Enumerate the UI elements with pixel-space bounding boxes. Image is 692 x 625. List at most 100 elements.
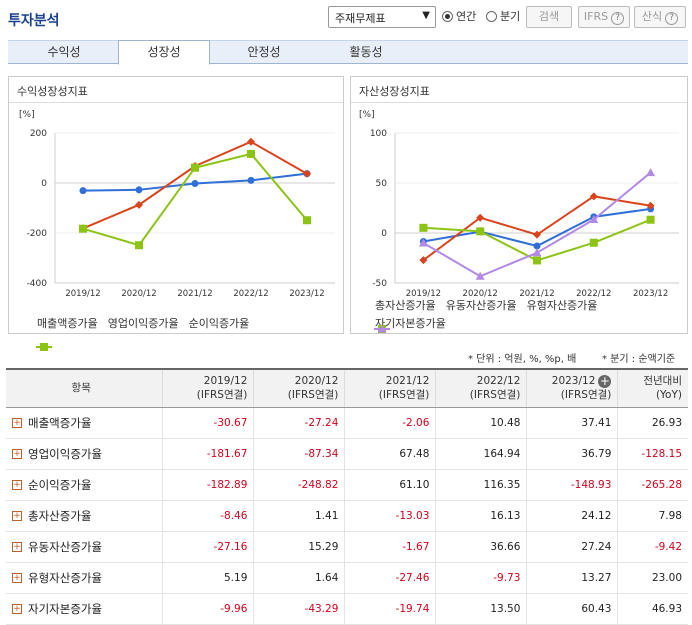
table-row: + 유형자산증가율 5.19 1.64 -27.46 -9.73 13.27 23.00 xyxy=(6,562,688,594)
legend-label: 영업이익증가율 xyxy=(107,317,179,330)
legend-marker xyxy=(377,324,387,333)
tab-profitability[interactable]: 수익성 xyxy=(47,45,81,59)
legend-marker-icon xyxy=(36,343,52,351)
x-tick-label: 2021/12 xyxy=(177,289,212,299)
row-label-cell[interactable]: + 유동자산증가율 xyxy=(6,531,163,563)
legend-label: 매출액증가율 xyxy=(37,317,98,330)
expand-plus-icon[interactable]: + xyxy=(12,418,22,428)
x-tick-label: 2022/12 xyxy=(233,289,268,299)
y-tick-label: -400 xyxy=(27,279,48,289)
legend-item[interactable]: 자기자본증가율 xyxy=(373,315,446,333)
expand-icon[interactable]: + xyxy=(598,373,612,388)
data-point xyxy=(533,256,541,265)
value-cell: 5.19 xyxy=(162,562,254,594)
profit-growth-title: 수익성장성지표 xyxy=(9,77,343,103)
col-basis: (IFRS연결) xyxy=(287,389,339,402)
data-point xyxy=(79,187,87,195)
data-point xyxy=(589,238,598,247)
profit-growth-legend: 매출액증가율 영업이익증가율 순이익증가율 xyxy=(35,315,257,351)
data-point xyxy=(646,168,656,177)
data-point xyxy=(476,227,485,236)
value-cell: -265.28 xyxy=(617,469,688,501)
data-point xyxy=(303,169,311,178)
x-tick-label: 2020/12 xyxy=(121,289,156,299)
row-label-cell[interactable]: + 유형자산증가율 xyxy=(6,562,163,594)
value-cell: 13.27 xyxy=(526,562,618,594)
table-row: + 순이익증가율 -182.89 -248.82 61.10 116.35 -148.93-… xyxy=(6,469,688,501)
expand-plus-icon[interactable]: + xyxy=(12,511,22,521)
table-header-row: 항목 2019/12 (IFRS연결) 2020/12 (IFRS연결) 2021/… xyxy=(6,368,688,408)
value-cell: 37.41 xyxy=(526,407,618,439)
row-label-cell[interactable]: + 순이익증가율 xyxy=(6,469,163,501)
x-tick-label: 2019/12 xyxy=(406,289,441,299)
search-button[interactable]: 검색 xyxy=(526,6,572,28)
expand-plus-icon[interactable]: + xyxy=(12,542,22,552)
header-col: 2021/12 (IFRS연결) xyxy=(344,368,436,408)
value-cell: 7.98 xyxy=(617,500,688,532)
legend-item[interactable]: 순이익증가율 xyxy=(36,315,249,351)
y-unit-label: [%] xyxy=(359,110,375,120)
growth-table: 항목 2019/12 (IFRS연결) 2020/12 (IFRS연결) 2021/… xyxy=(6,368,688,625)
value-cell: 46.93 xyxy=(617,593,688,625)
header-col: 2019/12 (IFRS연결) xyxy=(162,368,254,408)
formula-button[interactable]: 산식? xyxy=(634,6,686,28)
col-year: 2023/12 xyxy=(551,375,596,388)
radio-quarter[interactable]: 분기 xyxy=(486,8,520,24)
radio-annual[interactable]: 연간 xyxy=(442,8,476,24)
tab-growth[interactable]: 성장성 xyxy=(118,40,210,65)
statement-select[interactable]: 주재무제표 ▼ xyxy=(328,6,436,28)
row-label-cell[interactable]: + 매출액증가율 xyxy=(6,407,163,439)
legend-item[interactable]: 유동자산증가율 xyxy=(374,297,517,333)
table-row: + 자기자본증가율 -9.96 -43.29 -19.74 13.50 60.43 46.93 xyxy=(6,593,688,625)
y-tick-label: 0 xyxy=(381,229,387,239)
legend-item[interactable]: 영업이익증가율 xyxy=(36,315,179,351)
expand-plus-icon[interactable]: + xyxy=(12,604,22,614)
table-row: + 유동자산증가율 -27.16 15.29 -1.67 36.66 27.24 -9.42 xyxy=(6,531,688,563)
quarter-note: * 분기 : 순액기준 xyxy=(602,354,676,365)
value-cell: 61.10 xyxy=(344,469,436,501)
row-label: 영업이익증가율 xyxy=(28,446,103,461)
tab-activity[interactable]: 활동성 xyxy=(349,45,383,59)
value-cell: 60.43 xyxy=(526,593,618,625)
radio-quarter-dot[interactable] xyxy=(486,10,497,22)
header-col: 2022/12 (IFRS연결) xyxy=(435,368,527,408)
radio-annual-label: 연간 xyxy=(456,10,477,23)
value-cell: 13.50 xyxy=(435,593,527,625)
data-point xyxy=(533,230,541,239)
ifrs-button[interactable]: IFRS? xyxy=(578,6,630,28)
value-cell: 27.24 xyxy=(526,531,618,563)
data-point xyxy=(419,223,428,232)
row-label-cell[interactable]: + 영업이익증가율 xyxy=(6,438,163,470)
row-label: 총자산증가율 xyxy=(28,508,92,523)
value-cell: 23.00 xyxy=(617,562,688,594)
tab-stability[interactable]: 안정성 xyxy=(247,45,281,59)
table-row: + 매출액증가율 -30.67 -27.24 -2.06 10.48 37.41 26.93 xyxy=(6,407,688,439)
unit-note: * 단위 : 억원, %, %p, 배 xyxy=(468,354,577,365)
row-label-cell[interactable]: + 자기자본증가율 xyxy=(6,593,163,625)
help-icon: ? xyxy=(611,12,625,25)
radio-annual-dot[interactable] xyxy=(442,10,453,22)
data-point xyxy=(79,224,87,233)
legend-marker xyxy=(40,343,48,351)
x-tick-label: 2023/12 xyxy=(633,289,668,299)
expand-plus-icon[interactable]: + xyxy=(12,480,22,490)
expand-plus-icon[interactable]: + xyxy=(12,449,22,459)
header-col: 2023/12 + (IFRS연결) xyxy=(526,368,618,408)
value-cell: -27.46 xyxy=(344,562,436,594)
value-cell: -87.34 xyxy=(253,438,345,470)
data-point xyxy=(419,256,428,265)
legend-item[interactable]: 매출액증가율 xyxy=(35,315,98,351)
y-tick-label: -200 xyxy=(27,229,48,239)
header-col: 2020/12 (IFRS연결) xyxy=(253,368,345,408)
header: 투자분석 주재무제표 ▼ 연간 분기 검색 IFRS? 산식? xyxy=(0,0,692,36)
legend-item[interactable]: 유형자산증가율 xyxy=(374,297,597,333)
asset-growth-legend: 총자산증가율 유동자산증가율 유형자산증가율 자기자본증가율 xyxy=(373,297,683,333)
legend-item[interactable]: 총자산증가율 xyxy=(373,297,436,333)
value-cell: -1.67 xyxy=(344,531,436,563)
expand-plus-icon[interactable]: + xyxy=(12,573,22,583)
data-point xyxy=(135,200,143,209)
value-cell: 10.48 xyxy=(435,407,527,439)
row-label-cell[interactable]: + 총자산증가율 xyxy=(6,500,163,532)
value-cell: -182.89 xyxy=(162,469,254,501)
asset-growth-panel: 자산성장성지표 [%] 100 50 0 -50 2019/12 2020/12 2021/1… xyxy=(350,76,688,334)
